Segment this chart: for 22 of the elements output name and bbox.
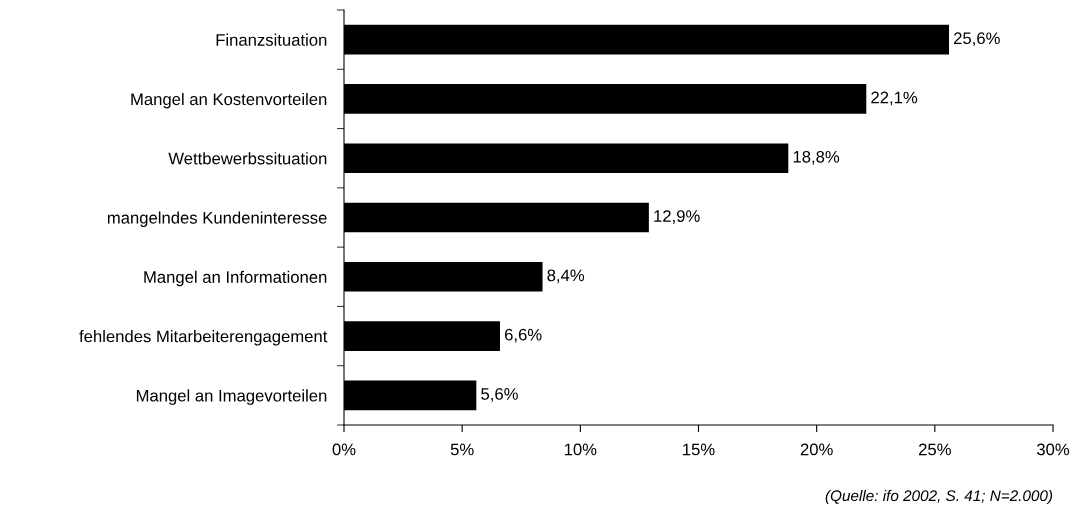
y-tick-label: Mangel an Informationen	[144, 270, 327, 287]
y-tick-label: Mangel an Imagevorteilen	[136, 389, 327, 405]
text: (Quelle: ifo 2002, S. 41; N=2.000)	[825, 489, 1053, 505]
x-tick-label: 25%	[918, 443, 951, 456]
x-tick-label: 10%	[564, 443, 597, 456]
data-label: 6,6%	[504, 328, 542, 343]
data-label: 25,6%	[954, 32, 1000, 47]
data-label: 5,6%	[481, 388, 518, 402]
data-label: 12,9%	[654, 210, 700, 224]
y-tick-label: Wettbewerbssituation	[168, 152, 327, 165]
y-tick-label: mangelndes Kundeninteresse	[107, 211, 327, 227]
x-tick-label: 5%	[450, 443, 474, 456]
x-tick-label: 20%	[800, 443, 833, 456]
x-tick-label: 0%	[332, 443, 356, 456]
y-tick-label: fehlendes Mitarbeiterengagement	[79, 330, 328, 346]
y-tick-label: Mangel an Kostenvorteilen	[131, 92, 327, 109]
data-label: 22,1%	[871, 91, 918, 106]
x-tick-label: 30%	[1036, 443, 1070, 456]
data-label: 8,4%	[547, 269, 585, 284]
y-tick-label: Finanzsituation	[216, 33, 327, 46]
data-label: 18,8%	[793, 150, 840, 165]
x-tick-label: 15%	[683, 443, 715, 456]
